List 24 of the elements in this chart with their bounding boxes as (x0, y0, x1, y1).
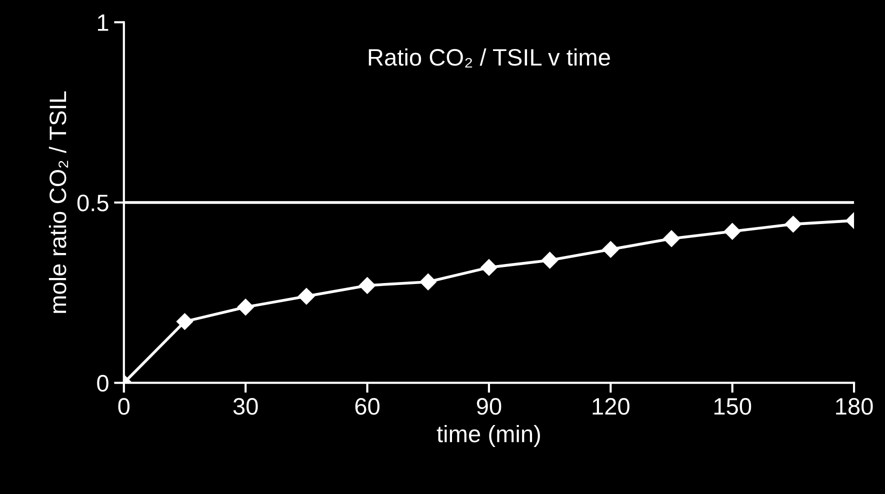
x-tick-label: 90 (476, 398, 502, 415)
x-tick-label: 150 (714, 398, 752, 415)
point (237, 298, 254, 316)
point (298, 288, 315, 305)
x-axis-title: time (min) (436, 425, 540, 447)
point (420, 274, 436, 290)
point (480, 259, 498, 276)
point (541, 252, 558, 269)
text: Ratio CO₂ / TSIL v time (368, 48, 610, 68)
y-tick-label: 1 (98, 14, 108, 31)
point (176, 313, 194, 330)
x-tick-label: 30 (233, 398, 258, 415)
x-tick-label: 0 (118, 398, 130, 415)
y-tick-label: 0 (97, 374, 108, 392)
point (663, 230, 680, 247)
x-tick-label: 180 (836, 398, 873, 415)
y-tick-label: 0.5 (77, 194, 108, 212)
y-axis-title: mole ratio CO₂ / TSIL (48, 91, 68, 313)
x-tick-label: 120 (592, 398, 630, 415)
x-tick-label: 60 (355, 398, 380, 415)
point (358, 277, 376, 294)
point (602, 241, 620, 258)
point (784, 216, 802, 233)
point (724, 223, 741, 240)
